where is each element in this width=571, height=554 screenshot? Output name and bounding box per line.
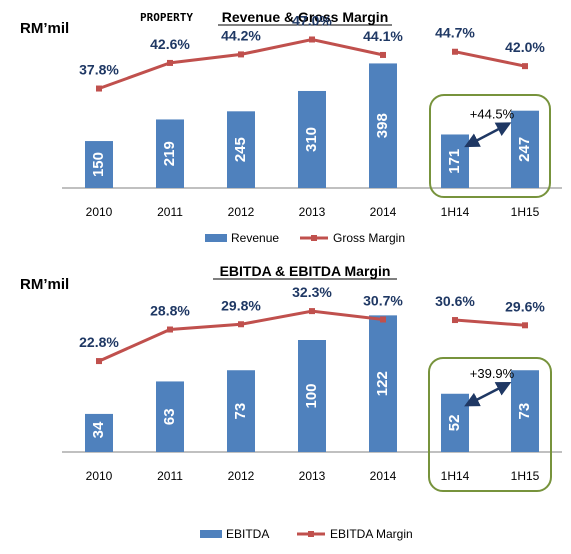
bar-1H15 bbox=[511, 110, 539, 188]
legend-label-bar: Revenue bbox=[231, 231, 279, 245]
legend-label-bar: EBITDA bbox=[226, 527, 269, 541]
bar-2014 bbox=[369, 315, 397, 452]
margin-point bbox=[452, 317, 458, 324]
x-tick-label: 2013 bbox=[299, 205, 326, 219]
margin-point bbox=[96, 358, 102, 365]
margin-line-halfyear bbox=[454, 50, 526, 68]
x-tick-label: 1H14 bbox=[441, 205, 470, 219]
halfyear-highlight-box bbox=[428, 357, 552, 492]
growth-arrow bbox=[464, 122, 512, 148]
x-tick-label: 2014 bbox=[370, 205, 397, 219]
margin-point bbox=[309, 36, 315, 43]
legend-swatch-bar bbox=[200, 530, 222, 538]
chart2-ylabel: RM’mil bbox=[20, 276, 69, 293]
margin-label: 30.6% bbox=[435, 293, 475, 309]
ebitda-chart: 34 63 73 100 122 52 73 2010 2011 2012 2013 2014 1H14… bbox=[62, 284, 562, 541]
x-tick-label: 2014 bbox=[370, 469, 397, 483]
margin-line-annual bbox=[98, 309, 384, 363]
x-tick-label: 2010 bbox=[86, 469, 113, 483]
chart1-ylabel: RM’mil bbox=[20, 20, 69, 37]
bar-2011 bbox=[156, 119, 184, 188]
bar-1H15 bbox=[511, 370, 539, 452]
chart1-title: Revenue & Gross Margin bbox=[222, 9, 389, 25]
margin-point bbox=[309, 308, 315, 315]
bar-value-label: 63 bbox=[161, 408, 178, 425]
bar-value-label: 310 bbox=[303, 127, 320, 152]
bar-2012 bbox=[227, 370, 255, 452]
legend: Revenue Gross Margin bbox=[205, 231, 405, 245]
bar-value-label: 73 bbox=[232, 403, 249, 420]
margin-line-annual bbox=[98, 37, 384, 90]
margin-label: 30.7% bbox=[363, 293, 403, 309]
margin-point bbox=[380, 316, 386, 323]
margin-line-halfyear bbox=[454, 318, 526, 327]
margin-point bbox=[238, 321, 244, 328]
x-tick-label: 2011 bbox=[157, 205, 183, 219]
growth-arrow bbox=[464, 381, 512, 407]
x-tick-label: 2010 bbox=[86, 205, 113, 219]
x-tick-label: 2012 bbox=[228, 469, 255, 483]
margin-label: 47.0% bbox=[292, 12, 332, 28]
margin-label: 44.1% bbox=[363, 28, 403, 44]
bar-2012 bbox=[227, 111, 255, 188]
margin-point bbox=[96, 85, 102, 92]
growth-label: +39.9% bbox=[470, 366, 515, 381]
revenue-chart: 150 219 245 310 398 171 247 2010 2011 2012 2013 201… bbox=[62, 12, 562, 245]
bar-value-label: 52 bbox=[446, 415, 463, 432]
halfyear-highlight-box bbox=[429, 94, 551, 198]
margin-point bbox=[238, 51, 244, 58]
bar-value-label: 247 bbox=[516, 137, 533, 162]
bar-value-label: 122 bbox=[374, 371, 391, 396]
bar-2013 bbox=[298, 340, 326, 452]
bar-value-label: 398 bbox=[374, 113, 391, 138]
margin-label: 42.0% bbox=[505, 39, 545, 55]
margin-point bbox=[167, 326, 173, 333]
bar-value-label: 34 bbox=[90, 421, 107, 438]
legend-label-line: EBITDA Margin bbox=[330, 527, 413, 541]
bar-value-label: 73 bbox=[516, 403, 533, 420]
legend: EBITDA EBITDA Margin bbox=[200, 527, 413, 541]
bar-value-label: 150 bbox=[90, 152, 107, 177]
legend-label-line: Gross Margin bbox=[333, 231, 405, 245]
legend-swatch-marker bbox=[311, 235, 317, 241]
x-tick-label: 2011 bbox=[157, 469, 183, 483]
margin-label: 44.2% bbox=[221, 27, 261, 43]
x-tick-label: 2013 bbox=[299, 469, 326, 483]
margin-point bbox=[380, 51, 386, 58]
margin-point bbox=[522, 63, 528, 70]
bar-value-label: 219 bbox=[161, 141, 178, 166]
margin-point bbox=[452, 48, 458, 55]
bar-value-label: 100 bbox=[303, 383, 320, 408]
x-tick-label: 2012 bbox=[228, 205, 255, 219]
legend-swatch-bar bbox=[205, 234, 227, 242]
x-tick-label: 1H14 bbox=[441, 469, 470, 483]
margin-label: 44.7% bbox=[435, 25, 475, 41]
margin-label: 32.3% bbox=[292, 284, 332, 300]
bar-2011 bbox=[156, 381, 184, 452]
bar-2013 bbox=[298, 90, 326, 188]
bar-2014 bbox=[369, 63, 397, 189]
x-tick-label: 1H15 bbox=[511, 469, 540, 483]
bar-2010 bbox=[85, 413, 113, 452]
bar-value-label: 171 bbox=[446, 149, 463, 174]
legend-swatch-marker bbox=[308, 531, 314, 537]
margin-label: 29.8% bbox=[221, 297, 261, 313]
margin-label: 22.8% bbox=[79, 334, 119, 350]
section-tag: PROPERTY bbox=[140, 11, 193, 24]
margin-label: 42.6% bbox=[150, 36, 190, 52]
x-tick-label: 1H15 bbox=[511, 205, 540, 219]
margin-point bbox=[522, 322, 528, 329]
bar-value-label: 245 bbox=[232, 137, 249, 162]
chart2-title: EBITDA & EBITDA Margin bbox=[220, 263, 391, 279]
margin-label: 29.6% bbox=[505, 298, 545, 314]
margin-label: 37.8% bbox=[79, 62, 119, 78]
margin-point bbox=[167, 59, 173, 66]
growth-label: +44.5% bbox=[470, 107, 515, 122]
margin-label: 28.8% bbox=[150, 303, 190, 319]
bar-2010 bbox=[85, 141, 113, 188]
